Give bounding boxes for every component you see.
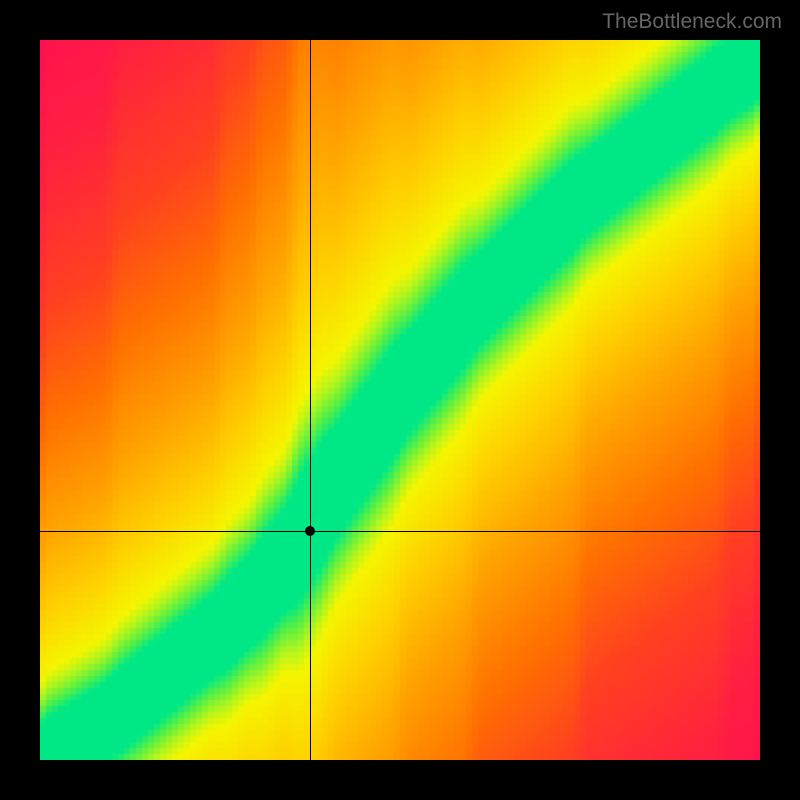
marker-dot — [305, 526, 315, 536]
heatmap-chart — [40, 40, 760, 760]
crosshair-horizontal — [40, 531, 760, 532]
crosshair-vertical — [310, 40, 311, 760]
watermark-text: TheBottleneck.com — [602, 10, 782, 34]
heatmap-canvas — [40, 40, 760, 760]
